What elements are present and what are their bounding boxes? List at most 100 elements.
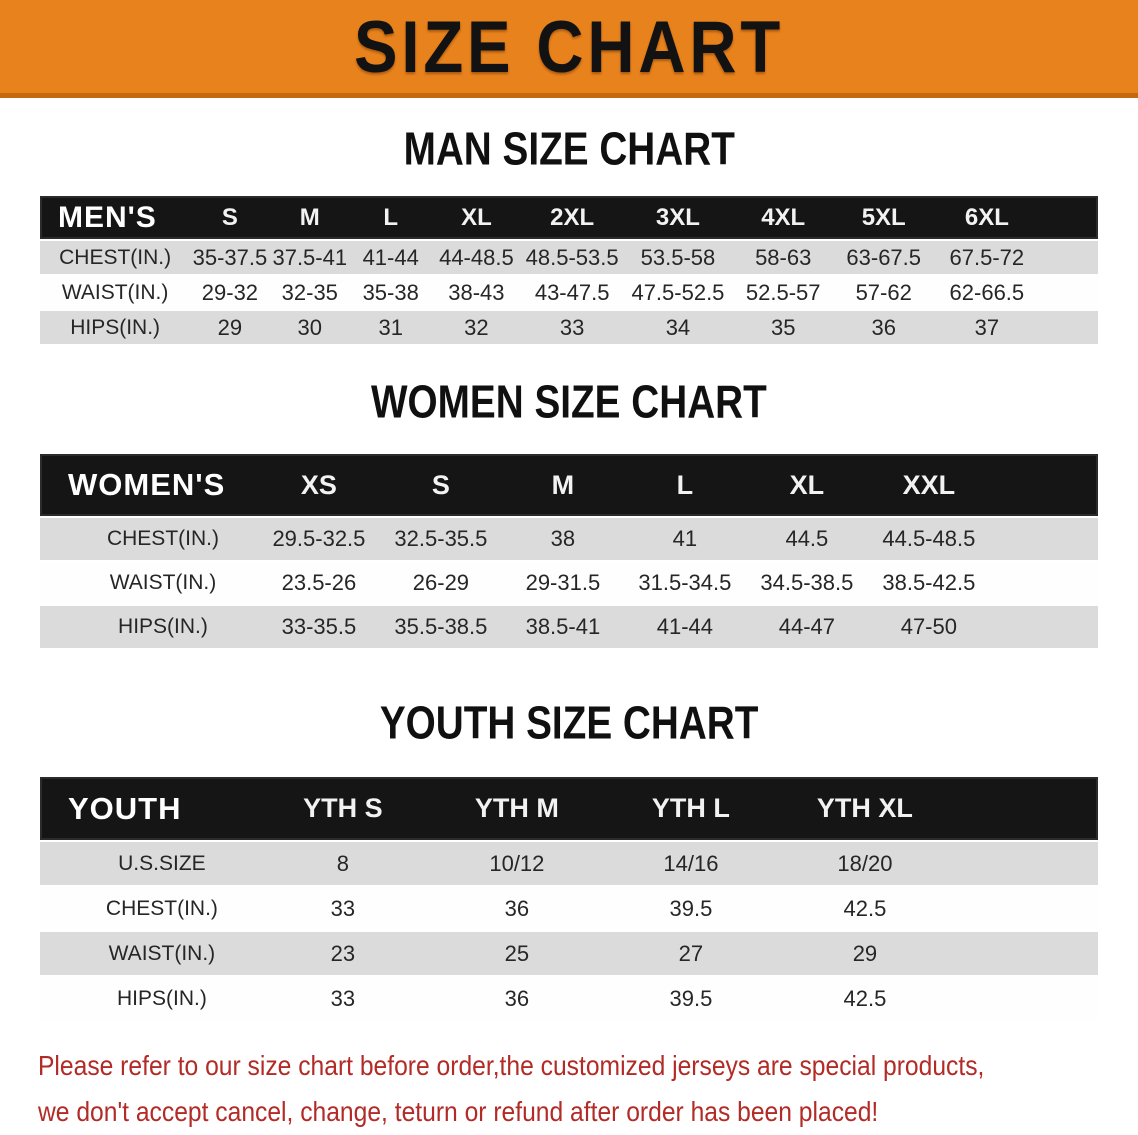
youth-section-heading-text: YOUTH SIZE CHART xyxy=(379,697,759,750)
size-value-cell: 23.5-26 xyxy=(281,570,357,595)
size-value-cell: 35-37.5 xyxy=(192,244,268,270)
size-value-cell: 41 xyxy=(672,526,698,551)
size-column-header: L xyxy=(383,203,399,231)
size-value-cell: 48.5-53.5 xyxy=(525,244,619,270)
table-row: CHEST(IN.) 29.5-32.5 32.5-35.5 38 41 44.5 44.5… xyxy=(40,518,1098,560)
measure-row-label: HIPS(IN.) xyxy=(118,615,208,638)
size-value-cell: 35-38 xyxy=(362,279,419,305)
size-value-cell: 29-31.5 xyxy=(525,570,601,595)
size-column-header: 4XL xyxy=(761,203,806,231)
row-filler xyxy=(952,842,1098,885)
size-value-cell: 8 xyxy=(336,850,349,876)
men-size-table: MEN'S S M L XL 2XL 3XL 4XL 5XL 6XL CHEST(IN.) 35-37… xyxy=(40,196,1098,344)
row-filler xyxy=(990,562,1098,604)
size-column-header: 3XL xyxy=(655,203,700,231)
measure-row-label: CHEST(IN.) xyxy=(105,896,218,920)
size-value-cell: 52.5-57 xyxy=(745,279,821,305)
size-value-cell: 29 xyxy=(217,314,243,340)
size-value-cell: 53.5-58 xyxy=(640,244,716,270)
youth-size-table: YOUTH YTH S YTH M YTH L YTH XL U.S.SIZE 8 10/12… xyxy=(40,777,1098,1020)
size-column-header: 2XL xyxy=(550,203,595,231)
table-row: HIPS(IN.) 33-35.5 35.5-38.5 38.5-41 41-44 44-… xyxy=(40,606,1098,648)
women-section-heading-text: WOMEN SIZE CHART xyxy=(371,376,767,429)
row-filler xyxy=(990,606,1098,648)
size-value-cell: 38 xyxy=(550,526,576,551)
size-value-cell: 44.5 xyxy=(785,526,829,551)
size-value-cell: 39.5 xyxy=(669,985,713,1011)
row-filler xyxy=(952,932,1098,975)
size-value-cell: 30 xyxy=(297,314,323,340)
measure-row-label: WAIST(IN.) xyxy=(108,941,216,965)
size-value-cell: 38.5-42.5 xyxy=(882,570,976,595)
size-value-cell: 32.5-35.5 xyxy=(394,526,488,551)
size-value-cell: 32 xyxy=(464,314,489,340)
size-value-cell: 10/12 xyxy=(489,850,545,876)
size-value-cell: 44-47 xyxy=(778,614,835,639)
disclaimer-line-1: Please refer to our size chart before or… xyxy=(38,1050,985,1081)
size-value-cell: 14/16 xyxy=(663,850,719,876)
table-header-row: MEN'S S M L XL 2XL 3XL 4XL 5XL 6XL xyxy=(40,196,1098,239)
size-column-header: M xyxy=(551,469,575,500)
size-value-cell: 23 xyxy=(330,940,356,966)
size-value-cell: 29-32 xyxy=(201,279,259,305)
size-column-header: 5XL xyxy=(861,203,906,231)
size-value-cell: 42.5 xyxy=(843,985,887,1011)
measure-row-label: WAIST(IN.) xyxy=(61,280,169,304)
size-chart-banner: SIZE CHART xyxy=(0,0,1138,98)
size-value-cell: 26-29 xyxy=(412,570,470,595)
size-value-cell: 34 xyxy=(665,314,691,340)
size-column-header: S xyxy=(221,203,238,231)
size-value-cell: 18/20 xyxy=(837,850,893,876)
size-value-cell: 33-35.5 xyxy=(281,614,357,639)
table-row: U.S.SIZE 8 10/12 14/16 18/20 xyxy=(40,842,1098,885)
size-value-cell: 36 xyxy=(871,314,896,340)
size-value-cell: 31 xyxy=(378,314,403,340)
table-row: WAIST(IN.) 29-32 32-35 35-38 38-43 43-47.5 47.… xyxy=(40,276,1098,309)
men-section-heading-text: MAN SIZE CHART xyxy=(403,123,735,176)
group-label: WOMEN'S xyxy=(68,467,226,502)
order-disclaimer: Please refer to our size chart before or… xyxy=(38,1043,1138,1135)
men-section-heading: MAN SIZE CHART xyxy=(0,123,1138,176)
table-header-row: WOMEN'S XS S M L XL XXL xyxy=(40,454,1098,516)
row-filler xyxy=(952,887,1098,930)
size-value-cell: 38-43 xyxy=(448,279,505,305)
size-column-header: XL xyxy=(461,203,492,231)
size-value-cell: 58-63 xyxy=(755,244,812,270)
size-value-cell: 33 xyxy=(330,985,356,1011)
size-value-cell: 43-47.5 xyxy=(534,279,610,305)
measure-row-label: WAIST(IN.) xyxy=(109,571,217,594)
size-column-header: YTH L xyxy=(651,793,730,823)
size-column-header: S xyxy=(431,469,450,500)
size-value-cell: 36 xyxy=(504,895,530,921)
size-column-header: YTH XL xyxy=(816,793,913,823)
size-value-cell: 38.5-41 xyxy=(525,614,601,639)
size-value-cell: 44.5-48.5 xyxy=(882,526,976,551)
banner-title: SIZE CHART xyxy=(353,5,785,88)
size-value-cell: 47-50 xyxy=(900,614,957,639)
row-filler xyxy=(1040,276,1098,309)
table-row: WAIST(IN.) 23 25 27 29 xyxy=(40,932,1098,975)
size-value-cell: 37 xyxy=(974,314,1000,340)
size-value-cell: 27 xyxy=(678,940,704,966)
measure-row-label: CHEST(IN.) xyxy=(59,245,172,269)
header-filler xyxy=(1040,196,1098,239)
size-value-cell: 29 xyxy=(852,940,878,966)
size-value-cell: 34.5-38.5 xyxy=(760,570,854,595)
size-value-cell: 41-44 xyxy=(656,614,714,639)
size-value-cell: 37.5-41 xyxy=(272,244,348,270)
measure-row-label: U.S.SIZE xyxy=(118,851,206,875)
youth-section-heading: YOUTH SIZE CHART xyxy=(0,697,1138,750)
table-row: CHEST(IN.) 33 36 39.5 42.5 xyxy=(40,887,1098,930)
women-size-table: WOMEN'S XS S M L XL XXL CHEST(IN.) 29.5-32.5 32.5… xyxy=(40,454,1098,648)
table-row: HIPS(IN.) 33 36 39.5 42.5 xyxy=(40,977,1098,1020)
row-filler xyxy=(1040,241,1098,274)
size-value-cell: 41-44 xyxy=(362,244,419,270)
size-value-cell: 32-35 xyxy=(281,279,338,305)
size-value-cell: 57-62 xyxy=(855,279,912,305)
size-value-cell: 67.5-72 xyxy=(949,244,1025,270)
size-value-cell: 35 xyxy=(770,314,796,340)
measure-row-label: HIPS(IN.) xyxy=(116,986,207,1010)
size-value-cell: 31.5-34.5 xyxy=(638,570,732,595)
size-column-header: XS xyxy=(300,469,337,500)
measure-row-label: HIPS(IN.) xyxy=(70,315,161,339)
